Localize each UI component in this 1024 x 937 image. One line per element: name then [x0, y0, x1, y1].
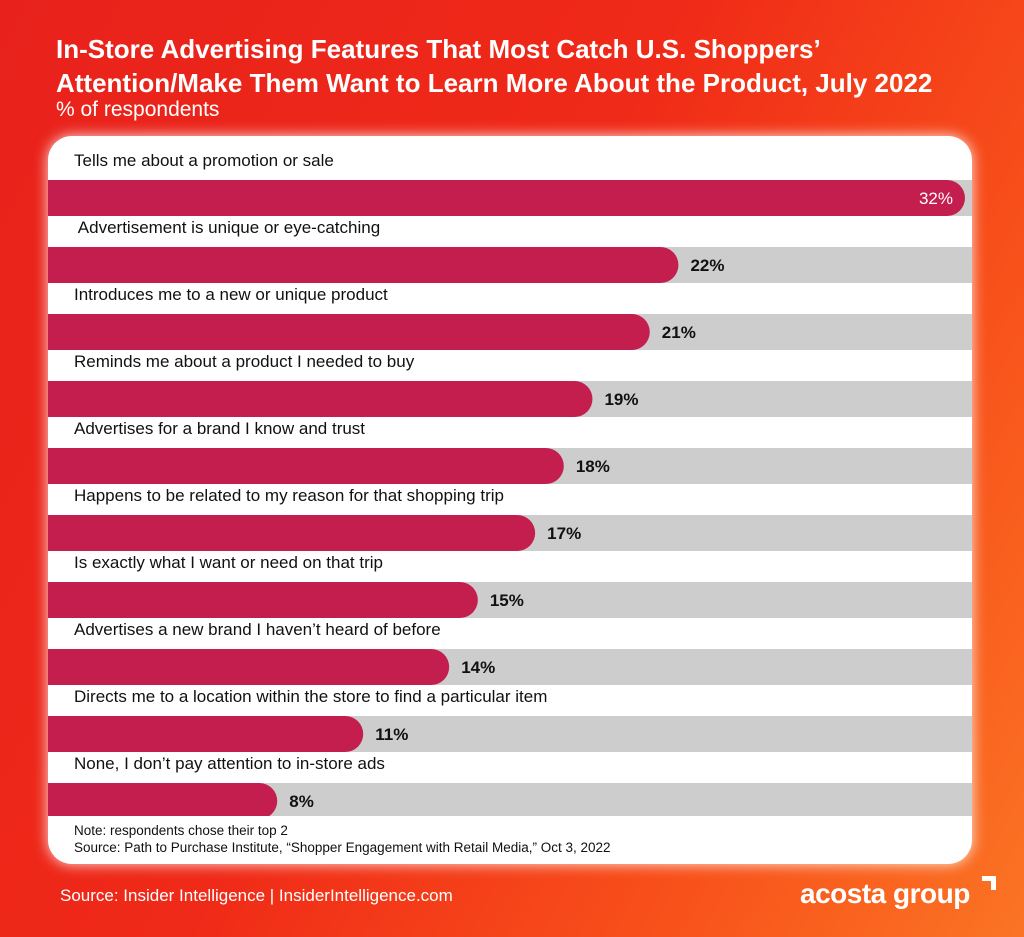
acosta-group-logo: acosta group — [800, 874, 1000, 918]
category-label: Happens to be related to my reason for t… — [74, 486, 504, 505]
data-label: 17% — [547, 524, 581, 543]
bar-row: Advertisement is unique or eye-catching 2… — [48, 218, 972, 283]
bar — [48, 180, 965, 216]
bar — [48, 381, 593, 417]
chart-panel: Tells me about a promotion or sale 32% Ad… — [48, 136, 972, 864]
data-label: 14% — [461, 658, 495, 677]
data-label: 8% — [289, 792, 314, 811]
source-note-text: Source: Path to Purchase Institute, “Sho… — [74, 840, 611, 855]
data-label: 18% — [576, 457, 610, 476]
category-label: Advertises for a brand I know and trust — [74, 419, 365, 438]
data-label: 15% — [490, 591, 524, 610]
logo-text: acosta group — [800, 878, 970, 909]
category-label: Advertises a new brand I haven’t heard o… — [74, 620, 441, 639]
category-label: Introduces me to a new or unique product — [74, 285, 388, 304]
note-text: Note: respondents chose their top 2 — [74, 823, 288, 838]
category-label: None, I don’t pay attention to in-store … — [74, 754, 385, 773]
bar — [48, 582, 478, 618]
data-label: 19% — [604, 390, 638, 409]
category-label: Reminds me about a product I needed to b… — [74, 352, 415, 371]
bar-row: Advertises a new brand I haven’t heard o… — [48, 620, 972, 685]
category-label: Directs me to a location within the stor… — [74, 687, 547, 706]
corner-bracket-icon — [982, 876, 996, 890]
bar-row: Tells me about a promotion or sale 32% — [48, 151, 972, 216]
bar-row: Is exactly what I want or need on that t… — [48, 553, 972, 618]
bar — [48, 649, 450, 685]
bar-row: Reminds me about a product I needed to b… — [48, 352, 972, 417]
bar — [48, 716, 364, 752]
category-label: Tells me about a promotion or sale — [74, 151, 334, 170]
bar — [48, 515, 536, 551]
data-label: 21% — [662, 323, 696, 342]
bar-row: Directs me to a location within the stor… — [48, 687, 972, 752]
bar — [48, 314, 650, 350]
chart-title: In-Store Advertising Features That Most … — [56, 34, 933, 98]
category-label: Advertisement is unique or eye-catching — [74, 218, 380, 237]
bar-row: Advertises for a brand I know and trust 1… — [48, 419, 972, 484]
bar-row: Introduces me to a new or unique product… — [48, 285, 972, 350]
category-label: Is exactly what I want or need on that t… — [74, 553, 383, 572]
bar — [48, 247, 679, 283]
data-label: 22% — [690, 256, 724, 275]
bar-chart: Tells me about a promotion or sale 32% Ad… — [48, 151, 972, 816]
footer-source: Source: Insider Intelligence | InsiderIn… — [60, 886, 453, 905]
chart-subtitle: % of respondents — [56, 98, 220, 121]
bar-row: Happens to be related to my reason for t… — [48, 486, 972, 551]
bar-row: None, I don’t pay attention to in-store … — [48, 754, 972, 816]
chart-notes: Note: respondents chose their top 2 Sour… — [74, 822, 611, 856]
data-label: 11% — [375, 725, 408, 744]
bar — [48, 448, 564, 484]
data-label: 32% — [919, 189, 953, 208]
bar — [48, 783, 278, 816]
